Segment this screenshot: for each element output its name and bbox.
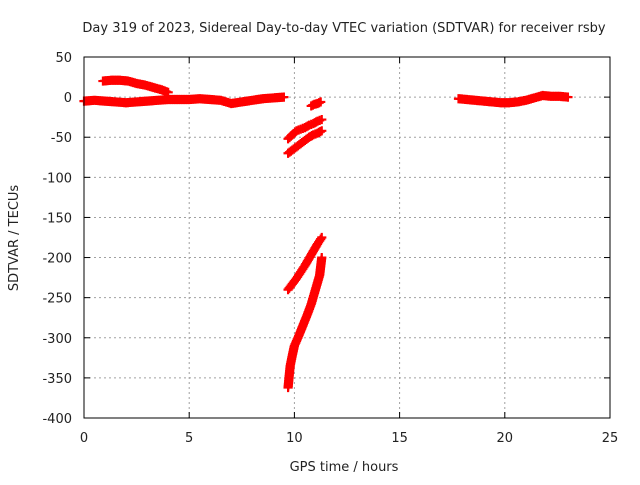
y-tick-label: 50: [55, 51, 72, 66]
x-tick-label: 25: [602, 431, 619, 446]
y-tick-label: -300: [42, 332, 72, 347]
series-2: [306, 97, 326, 111]
x-tick-label: 0: [80, 431, 88, 446]
y-tick-label: -350: [42, 372, 72, 387]
y-tick-label: -200: [42, 252, 72, 267]
data-point: [317, 252, 327, 263]
series-7: [453, 90, 573, 108]
series-0: [79, 92, 289, 109]
grid-layer: [84, 57, 610, 418]
data-point: [279, 92, 289, 102]
data-layer: [79, 75, 573, 393]
data-point: [163, 87, 173, 97]
y-tick-label: -50: [51, 131, 72, 146]
series-5: [283, 232, 327, 295]
data-point: [317, 232, 327, 243]
x-tick-label: 5: [185, 431, 193, 446]
series-1: [98, 75, 173, 97]
plot-frame: [83, 56, 611, 419]
series-4: [283, 126, 327, 158]
y-tick-label: -400: [42, 412, 72, 427]
data-point: [317, 114, 327, 125]
y-tick-label: 0: [64, 91, 72, 106]
data-point: [316, 97, 326, 107]
tick-layer: 0 5 10 15 20 25 50 0 -50 -100 -150 -200 -250 -300 -350…: [42, 51, 618, 446]
chart-title: Day 319 of 2023, Sidereal Day-to-day VTE…: [82, 21, 605, 36]
series-3: [283, 114, 327, 144]
y-tick-label: -150: [42, 211, 72, 226]
y-tick-label: -250: [42, 292, 72, 307]
y-tick-label: -100: [42, 171, 72, 186]
series-6: [283, 252, 327, 393]
x-tick-label: 15: [391, 431, 408, 446]
y-axis-label: SDTVAR / TECUs: [7, 185, 22, 292]
data-point: [317, 126, 327, 136]
data-point: [563, 92, 573, 102]
x-tick-label: 20: [497, 431, 514, 446]
x-tick-label: 10: [286, 431, 303, 446]
x-axis-label: GPS time / hours: [290, 460, 399, 475]
